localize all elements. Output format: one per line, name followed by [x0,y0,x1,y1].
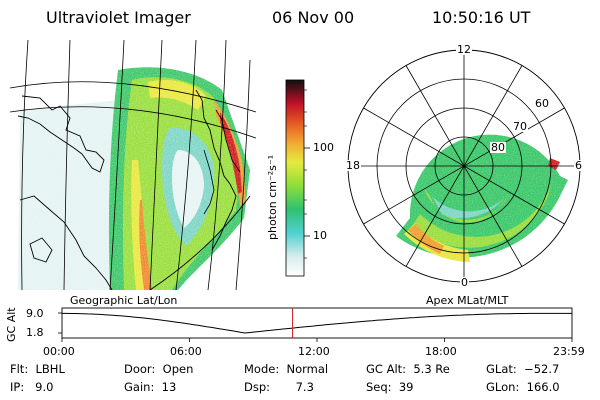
colorbar-unit-label: photon cm⁻²s⁻¹ [266,155,279,240]
colorbar: photon cm⁻²s⁻¹ [266,79,310,277]
polar-panel-label: Apex MLat/MLT [426,294,509,307]
alt-y-tick-low: 1.8 [26,326,44,339]
mlt-label-18: 18 [345,159,361,172]
info-dsp: Dsp: 7.3 [244,380,314,394]
colorbar-tick-10: 10 [313,229,327,242]
geographic-image [10,40,256,290]
info-mode: Mode: Normal [244,362,329,376]
polar-plot [347,49,581,283]
alt-x-tick-1200: 12:00 [298,345,330,358]
image-time: 10:50:16 UT [432,8,531,27]
alt-x-tick-0000: 00:00 [43,345,75,358]
mlt-label-0: 0 [460,276,469,289]
x-ticks [61,338,573,342]
mlat-label-70: 70 [512,120,528,133]
info-glon: GLon: 166.0 [486,380,560,394]
instrument-title: Ultraviolet Imager [46,8,191,27]
geo-panel-label: Geographic Lat/Lon [70,294,178,307]
altitude-plot [58,307,573,342]
alt-x-tick-1800: 18:00 [425,345,457,358]
info-seq: Seq: 39 [366,380,414,394]
colorbar-tick-100: 100 [313,141,334,154]
info-gain: Gain: 13 [124,380,177,394]
mlat-label-60: 60 [534,97,550,110]
image-date: 06 Nov 00 [272,8,355,27]
mlt-label-12: 12 [456,43,472,56]
info-glat: GLat: −52.7 [486,362,560,376]
altitude-curve [62,312,572,334]
info-ip: IP: 9.0 [10,380,54,394]
info-gc-alt: GC Alt: 5.3 Re [366,362,450,376]
info-filter: Flt: LBHL [10,362,65,376]
mlt-label-6: 6 [574,159,583,172]
mlat-label-80: 80 [490,141,506,154]
info-door: Door: Open [124,362,194,376]
alt-y-tick-high: 9.0 [26,307,44,320]
alt-axis-label: GC Alt [5,307,18,342]
alt-x-tick-2359: 23:59 [553,345,585,358]
alt-x-tick-0600: 06:00 [170,345,202,358]
